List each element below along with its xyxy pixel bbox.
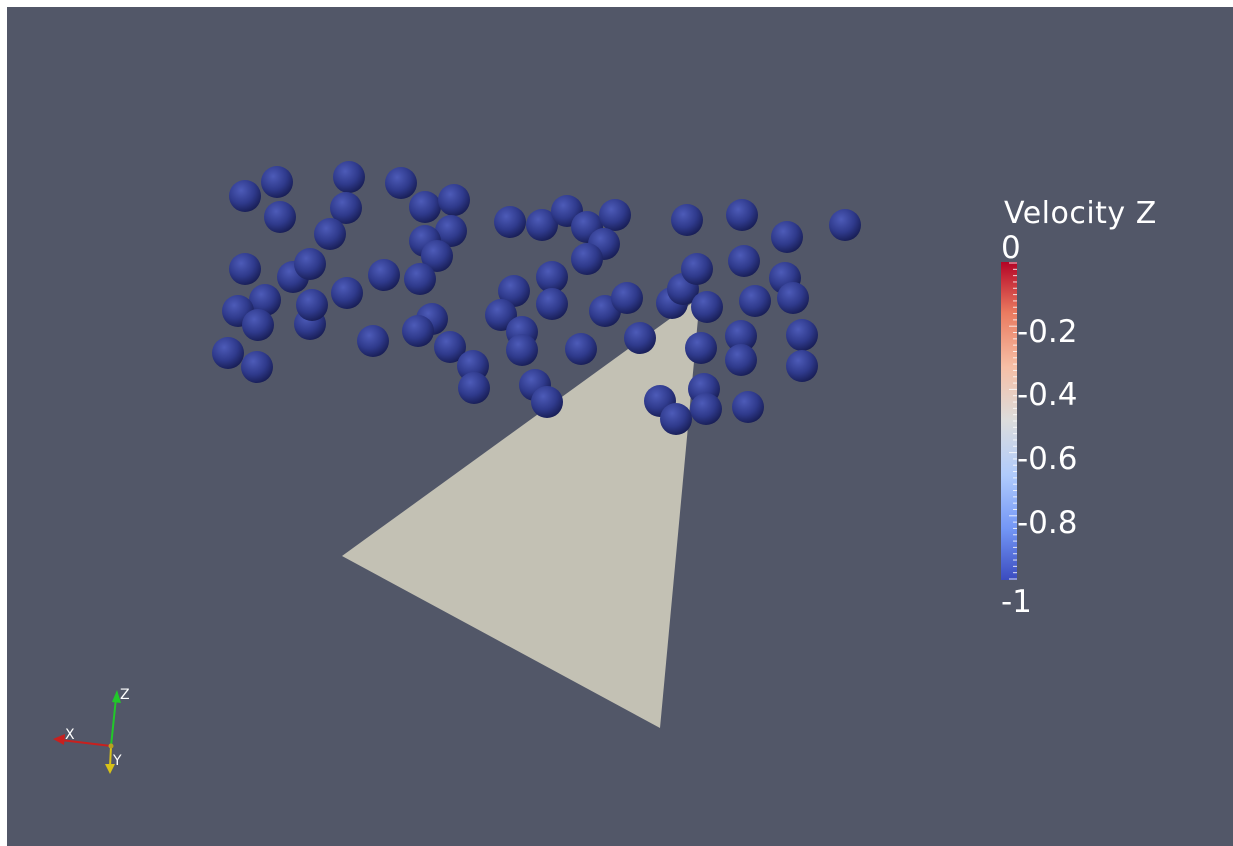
particle-sphere — [229, 180, 261, 212]
particle-group — [212, 161, 861, 435]
particle-sphere — [728, 245, 760, 277]
particle-sphere — [786, 350, 818, 382]
y-axis-line — [109, 745, 112, 768]
particle-sphere — [294, 248, 326, 280]
particle-sphere — [409, 191, 441, 223]
particle-sphere — [565, 333, 597, 365]
render-viewport[interactable]: Velocity Z 0 -0.2 -0.4 -0.6 -0.8 -1 X Z … — [7, 7, 1233, 846]
legend-tick-label: 0 — [1001, 230, 1021, 266]
particle-sphere — [357, 325, 389, 357]
particle-sphere — [671, 204, 703, 236]
particle-sphere — [494, 206, 526, 238]
particle-sphere — [599, 199, 631, 231]
particle-sphere — [571, 243, 603, 275]
particle-sphere — [536, 288, 568, 320]
particle-sphere — [331, 277, 363, 309]
particle-sphere — [691, 291, 723, 323]
particle-sphere — [402, 315, 434, 347]
particle-sphere — [404, 263, 436, 295]
particle-sphere — [681, 253, 713, 285]
particle-sphere — [726, 199, 758, 231]
particle-sphere — [229, 253, 261, 285]
particle-sphere — [434, 331, 466, 363]
particle-sphere — [498, 275, 530, 307]
colorbar — [1001, 262, 1017, 580]
particle-sphere — [690, 393, 722, 425]
particle-sphere — [421, 240, 453, 272]
particle-sphere — [368, 259, 400, 291]
x-axis-label: X — [65, 727, 75, 743]
particle-sphere — [611, 282, 643, 314]
particle-sphere — [438, 184, 470, 216]
particle-sphere — [249, 284, 281, 316]
x-axis-line — [60, 739, 112, 747]
particle-sphere — [242, 309, 274, 341]
particle-sphere — [536, 261, 568, 293]
particle-sphere — [739, 285, 771, 317]
particle-sphere — [333, 161, 365, 193]
x-axis-arrow-icon — [53, 734, 65, 745]
particle-sphere — [241, 351, 273, 383]
particle-sphere — [314, 218, 346, 250]
particle-sphere — [506, 334, 538, 366]
particle-sphere — [264, 201, 296, 233]
orientation-axes — [53, 690, 121, 774]
particle-sphere — [458, 372, 490, 404]
z-axis-label: Z — [120, 687, 130, 703]
legend-tick-label: -0.6 — [1017, 441, 1078, 477]
particle-sphere — [660, 403, 692, 435]
particle-sphere — [786, 319, 818, 351]
legend-tick-label: -1 — [1001, 584, 1032, 620]
particle-sphere — [526, 209, 558, 241]
particle-sphere — [330, 192, 362, 224]
particle-sphere — [685, 332, 717, 364]
z-axis-arrow-icon — [112, 690, 121, 703]
legend-tick-label: -0.4 — [1017, 377, 1078, 413]
y-axis-arrow-icon — [105, 764, 115, 774]
particle-sphere — [725, 320, 757, 352]
legend-title: Velocity Z — [1004, 196, 1157, 231]
particle-sphere — [624, 322, 656, 354]
particle-sphere — [212, 337, 244, 369]
particle-sphere — [725, 344, 757, 376]
particle-sphere — [732, 391, 764, 423]
legend-tick-label: -0.2 — [1017, 314, 1078, 350]
scene-canvas[interactable] — [7, 7, 1233, 846]
particle-sphere — [296, 289, 328, 321]
z-axis-line — [110, 697, 117, 747]
particle-sphere — [435, 215, 467, 247]
particle-sphere — [385, 167, 417, 199]
legend-tick-label: -0.8 — [1017, 505, 1078, 541]
particle-sphere — [777, 282, 809, 314]
particle-sphere — [261, 166, 293, 198]
particle-sphere — [531, 386, 563, 418]
y-axis-label: Y — [113, 753, 122, 769]
particle-sphere — [771, 221, 803, 253]
inclined-plane — [342, 297, 700, 728]
particle-sphere — [829, 209, 861, 241]
